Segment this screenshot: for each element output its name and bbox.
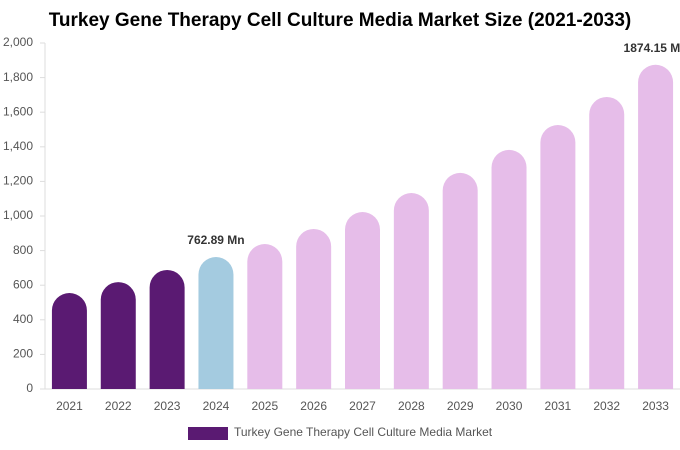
y-tick-label: 1,800 — [3, 70, 33, 84]
bar — [149, 269, 185, 389]
x-tick-label: 2022 — [105, 399, 132, 413]
y-tick-label: 800 — [13, 243, 33, 257]
y-tick-label: 1,600 — [3, 104, 33, 118]
x-tick-label: 2029 — [447, 399, 474, 413]
x-tick-label: 2025 — [251, 399, 278, 413]
legend-swatch — [188, 427, 228, 440]
bar — [540, 125, 576, 390]
bar — [296, 228, 332, 389]
x-tick-label: 2030 — [496, 399, 523, 413]
y-tick-label: 200 — [13, 347, 33, 361]
x-tick-label: 2027 — [349, 399, 376, 413]
x-tick-label: 2024 — [203, 399, 230, 413]
x-tick-label: 2021 — [56, 399, 83, 413]
bar — [247, 244, 283, 389]
bar — [638, 64, 674, 390]
y-tick-label: 2,000 — [3, 35, 33, 49]
bar — [491, 149, 527, 389]
x-tick-label: 2023 — [154, 399, 181, 413]
y-tick-label: 1,400 — [3, 139, 33, 153]
legend-label: Turkey Gene Therapy Cell Culture Media M… — [234, 425, 493, 439]
bar — [51, 292, 87, 389]
value-label: 1874.15 Mn — [624, 41, 680, 55]
x-tick-label: 2028 — [398, 399, 425, 413]
y-tick-label: 1,000 — [3, 208, 33, 222]
bar — [100, 282, 136, 389]
y-tick-label: 1,200 — [3, 174, 33, 188]
x-tick-label: 2033 — [642, 399, 669, 413]
x-tick-label: 2026 — [300, 399, 327, 413]
bar — [442, 172, 478, 389]
y-tick-label: 600 — [13, 277, 33, 291]
bar — [345, 212, 380, 389]
chart-title: Turkey Gene Therapy Cell Culture Media M… — [49, 10, 632, 31]
y-tick-label: 0 — [26, 381, 33, 395]
bar — [393, 192, 429, 389]
x-tick-label: 2031 — [545, 399, 572, 413]
x-tick-label: 2032 — [593, 399, 620, 413]
y-tick-label: 400 — [13, 312, 33, 326]
bar — [589, 96, 625, 389]
bar — [198, 257, 234, 389]
value-label: 762.89 Mn — [187, 233, 244, 247]
